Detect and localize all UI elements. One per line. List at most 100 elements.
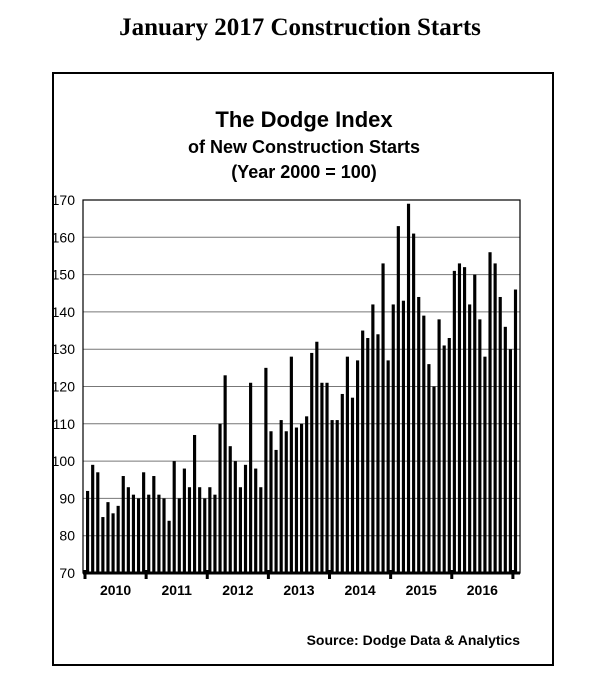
bar xyxy=(386,360,390,573)
bar xyxy=(468,304,472,573)
bar xyxy=(478,319,482,573)
y-tick-label: 120 xyxy=(52,379,76,395)
bar xyxy=(356,360,360,573)
bar xyxy=(274,449,278,573)
bar xyxy=(462,267,467,573)
bar xyxy=(208,487,212,573)
bar xyxy=(172,461,176,573)
bar xyxy=(345,356,349,573)
bar xyxy=(427,364,431,573)
bar xyxy=(192,434,197,573)
y-tick-label: 90 xyxy=(59,490,75,506)
bar xyxy=(86,490,90,573)
bar xyxy=(111,513,115,573)
chart-frame xyxy=(52,72,554,666)
bar xyxy=(310,352,314,573)
bar xyxy=(457,263,462,573)
bar xyxy=(473,274,477,573)
x-year-label: 2013 xyxy=(283,582,314,598)
bar xyxy=(340,393,344,573)
bar xyxy=(106,502,110,573)
bar xyxy=(305,416,309,573)
bar xyxy=(182,468,186,573)
bar xyxy=(162,498,166,573)
bar xyxy=(376,334,380,573)
bar xyxy=(330,420,334,573)
bar xyxy=(401,300,406,573)
bar xyxy=(279,420,283,573)
page-title: January 2017 Construction Starts xyxy=(119,14,481,41)
bar xyxy=(249,382,253,573)
bar xyxy=(452,270,456,573)
bar xyxy=(366,338,370,573)
bar xyxy=(493,263,497,573)
bar xyxy=(294,427,299,573)
bar xyxy=(289,356,293,573)
bar xyxy=(437,319,441,573)
x-year-label: 2011 xyxy=(162,582,193,598)
bar xyxy=(442,345,446,573)
y-tick-label: 70 xyxy=(59,565,75,581)
bar xyxy=(218,423,222,573)
bar xyxy=(198,487,202,573)
bar xyxy=(238,487,243,573)
bar xyxy=(203,498,207,573)
bar xyxy=(422,315,426,573)
y-tick-label: 160 xyxy=(52,229,76,245)
bar xyxy=(432,386,436,573)
bar xyxy=(361,330,365,573)
bar xyxy=(371,304,375,573)
bar xyxy=(498,296,502,573)
bar xyxy=(228,446,232,573)
x-year-label: 2015 xyxy=(406,582,437,598)
bar xyxy=(177,498,181,573)
bar xyxy=(513,289,518,573)
y-tick-label: 170 xyxy=(52,192,76,208)
bar xyxy=(381,263,385,573)
bar xyxy=(131,494,136,573)
bar xyxy=(152,476,156,573)
bar xyxy=(167,520,171,573)
bar xyxy=(254,468,258,573)
y-tick-label: 100 xyxy=(52,453,76,469)
bar xyxy=(116,505,120,573)
bar xyxy=(396,226,400,574)
bar xyxy=(417,296,421,573)
bar xyxy=(284,431,288,573)
bar xyxy=(483,356,487,573)
bar xyxy=(508,349,512,573)
y-tick-label: 130 xyxy=(52,341,76,357)
bar xyxy=(101,517,105,573)
chart-title: The Dodge Index xyxy=(215,107,393,132)
y-tick-label: 80 xyxy=(59,528,75,544)
bar xyxy=(243,464,248,573)
y-tick-label: 150 xyxy=(52,267,76,283)
bar xyxy=(136,498,141,573)
bar xyxy=(147,494,151,573)
x-year-label: 2010 xyxy=(100,582,131,598)
bar xyxy=(233,461,237,573)
bar xyxy=(213,494,217,573)
bar xyxy=(269,431,273,573)
bar xyxy=(96,472,100,573)
bar xyxy=(121,476,125,573)
bar xyxy=(503,326,507,573)
bar xyxy=(350,397,355,573)
bar xyxy=(259,487,263,573)
bar xyxy=(325,382,329,573)
bar xyxy=(91,464,95,573)
bar xyxy=(299,423,304,573)
bar xyxy=(406,203,411,574)
bar xyxy=(391,304,395,573)
bar xyxy=(315,341,319,573)
y-tick-label: 110 xyxy=(53,416,76,432)
bar xyxy=(335,420,339,573)
source-note: Source: Dodge Data & Analytics xyxy=(307,632,521,648)
bar xyxy=(126,487,130,573)
bar xyxy=(264,367,268,573)
y-tick-label: 140 xyxy=(52,304,76,320)
chart-subtitle-2: (Year 2000 = 100) xyxy=(231,162,377,182)
bar xyxy=(142,472,146,573)
x-year-label: 2012 xyxy=(222,582,253,598)
